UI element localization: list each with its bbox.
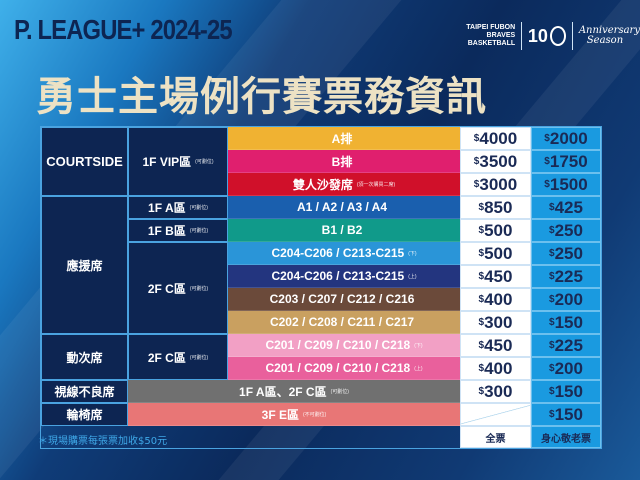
zone-a: 1F A區 (可劃位) (128, 196, 228, 219)
seat-note: (上) (414, 365, 423, 372)
anniversary-text: Anniversary (578, 25, 640, 36)
team-sub: BASKETBALL (467, 40, 516, 47)
group-wheelchair: 輪椅席 (41, 403, 128, 426)
seat-label: 1F A區、2F C區 (239, 384, 327, 399)
seat-row: A排 (228, 127, 460, 150)
seat-label: B1 / B2 (321, 223, 363, 237)
seat-row: C204-C206 / C213-C215 (下) (228, 242, 460, 265)
seat-note: (下) (408, 250, 417, 257)
full-price: $3000 (460, 173, 531, 196)
header-concession-price: 身心敬老票 (531, 426, 601, 448)
zone-b: 1F B區 (可劃位) (128, 219, 228, 242)
concession-price: $150 (531, 380, 601, 403)
seat-label: C204-C206 / C213-C215 (271, 246, 405, 260)
zone-c-dong: 2F C區 (可劃位) (128, 334, 228, 380)
seat-label: C204-C206 / C213-C215 (271, 269, 405, 283)
full-price: $4000 (460, 127, 531, 150)
full-price: $500 (460, 242, 531, 265)
seat-label: B排 (331, 154, 353, 169)
seat-row: 雙人沙發席 (須一次購買二席) (228, 173, 460, 196)
seat-note: (下) (414, 342, 423, 349)
seat-label: 3F E區 (261, 407, 299, 422)
seat-note: (須一次購買二席) (356, 181, 396, 188)
ticket-table: COURTSIDE 應援席 動次席 視線不良席 輪椅席 1F VIP區 (可劃位)… (40, 126, 602, 449)
seat-row: B排 (228, 150, 460, 173)
concession-price: $250 (531, 219, 601, 242)
league-title: P. LEAGUE+ 2024-25 (14, 14, 233, 45)
concession-price: $250 (531, 242, 601, 265)
concession-price: $200 (531, 357, 601, 380)
full-price: $450 (460, 265, 531, 288)
page-title: 勇士主場例行賽票務資訊 (36, 74, 487, 120)
full-price: $300 (460, 380, 531, 403)
seat-row: C201 / C209 / C210 / C218 (上) (228, 357, 460, 380)
seat-note: (不可劃位) (303, 411, 327, 418)
seat-note: (可劃位) (330, 388, 349, 395)
seat-note: (上) (408, 273, 417, 280)
concession-price: $150 (531, 311, 601, 334)
full-price: $300 (460, 311, 531, 334)
full-price (460, 403, 531, 426)
group-obstructed: 視線不良席 (41, 380, 128, 403)
badge-icon (549, 26, 567, 46)
seat-row: C201 / C209 / C210 / C218 (下) (228, 334, 460, 357)
concession-price: $225 (531, 334, 601, 357)
full-price: $500 (460, 219, 531, 242)
full-price: $400 (460, 357, 531, 380)
seat-row: C202 / C208 / C211 / C217 (228, 311, 460, 334)
full-price: $400 (460, 288, 531, 311)
seat-row: C204-C206 / C213-C215 (上) (228, 265, 460, 288)
concession-price: $2000 (531, 127, 601, 150)
concession-price: $1750 (531, 150, 601, 173)
seat-label: A1 / A2 / A3 / A4 (296, 200, 388, 214)
seat-row: 1F A區、2F C區 (可劃位) (128, 380, 460, 403)
footnote: ＊現場購票每張票加收$50元 (38, 436, 168, 447)
seat-label: 雙人沙發席 (292, 177, 353, 192)
concession-price: $225 (531, 265, 601, 288)
full-price: $450 (460, 334, 531, 357)
group-dong: 動次席 (41, 334, 128, 380)
group-support: 應援席 (41, 196, 128, 334)
season-text: Season (586, 35, 624, 46)
group-courtside: COURTSIDE (41, 127, 128, 196)
zone-vip: 1F VIP區 (可劃位) (128, 127, 228, 196)
seat-row: C203 / C207 / C212 / C216 (228, 288, 460, 311)
concession-price: $200 (531, 288, 601, 311)
seat-label: A排 (331, 131, 353, 146)
team-name: TAIPEI FUBON BRAVES (466, 24, 516, 39)
concession-price: $1500 (531, 173, 601, 196)
concession-price: $425 (531, 196, 601, 219)
header-full-price: 全票 (460, 426, 531, 448)
seat-label: C202 / C208 / C211 / C217 (269, 315, 415, 329)
full-price: $850 (460, 196, 531, 219)
seat-label: C201 / C209 / C210 / C218 (265, 338, 411, 352)
seat-label: C201 / C209 / C210 / C218 (265, 361, 411, 375)
ten-logo: 10 (527, 25, 548, 46)
seat-label: C203 / C207 / C212 / C216 (269, 292, 415, 306)
seat-row: B1 / B2 (228, 219, 460, 242)
full-price: $3500 (460, 150, 531, 173)
seat-row: 3F E區 (不可劃位) (128, 403, 460, 426)
zone-c-support: 2F C區 (可劃位) (128, 242, 228, 334)
team-logo: TAIPEI FUBON BRAVES BASKETBALL 10 Anniver… (455, 22, 640, 50)
seat-row: A1 / A2 / A3 / A4 (228, 196, 460, 219)
concession-price: $150 (531, 403, 601, 426)
